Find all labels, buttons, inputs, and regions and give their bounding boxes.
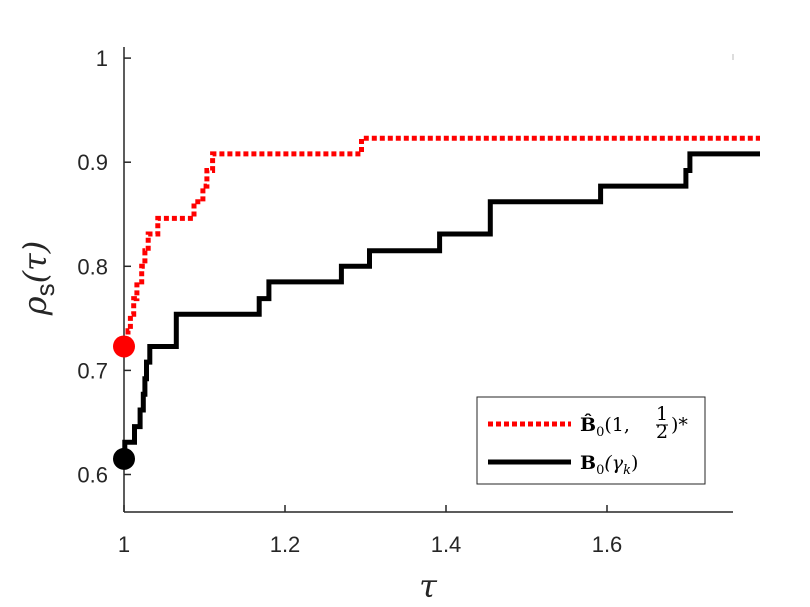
legend-frac-den: 2 (656, 421, 668, 443)
series-group (113, 135, 760, 470)
legend-label-b0-hat: B̂0(1, (580, 414, 630, 440)
series-start-marker-0 (113, 335, 135, 358)
y-axis-label-arg: (τ) (16, 241, 54, 284)
y-tick-label: 1 (96, 46, 108, 71)
y-tick-label: 0.7 (77, 358, 108, 383)
y-tick-label: 0.6 (77, 463, 108, 488)
legend-label-b0-gamma: B0(γk) (580, 452, 638, 478)
y-axis-label-main: ρ (16, 296, 54, 316)
legend: B̂0(1, 1 2 )* B0(γk) (476, 396, 706, 485)
x-tick-label: 1 (118, 532, 130, 557)
x-tick-label: 1.6 (592, 532, 623, 557)
y-axis-label-subscript: s (30, 283, 60, 296)
series-line-1 (122, 151, 760, 462)
legend-box (476, 396, 706, 485)
axes (123, 47, 734, 513)
legend-frac-num: 1 (656, 403, 668, 425)
series-start-marker-1 (113, 447, 135, 470)
x-tick-label: 1.2 (270, 532, 301, 557)
series-line-0 (124, 135, 760, 349)
legend-label-tail: )* (671, 414, 688, 436)
y-axis-label: ρs(τ) (16, 241, 60, 316)
y-tick-label: 0.9 (77, 150, 108, 175)
y-tick-label: 0.8 (77, 254, 108, 279)
x-axis-label: τ (419, 567, 438, 605)
tick-group: 0.6 0.7 0.8 0.9 1 1 1.2 1.4 1.6 (77, 46, 622, 557)
x-tick-label: 1.4 (431, 532, 462, 557)
